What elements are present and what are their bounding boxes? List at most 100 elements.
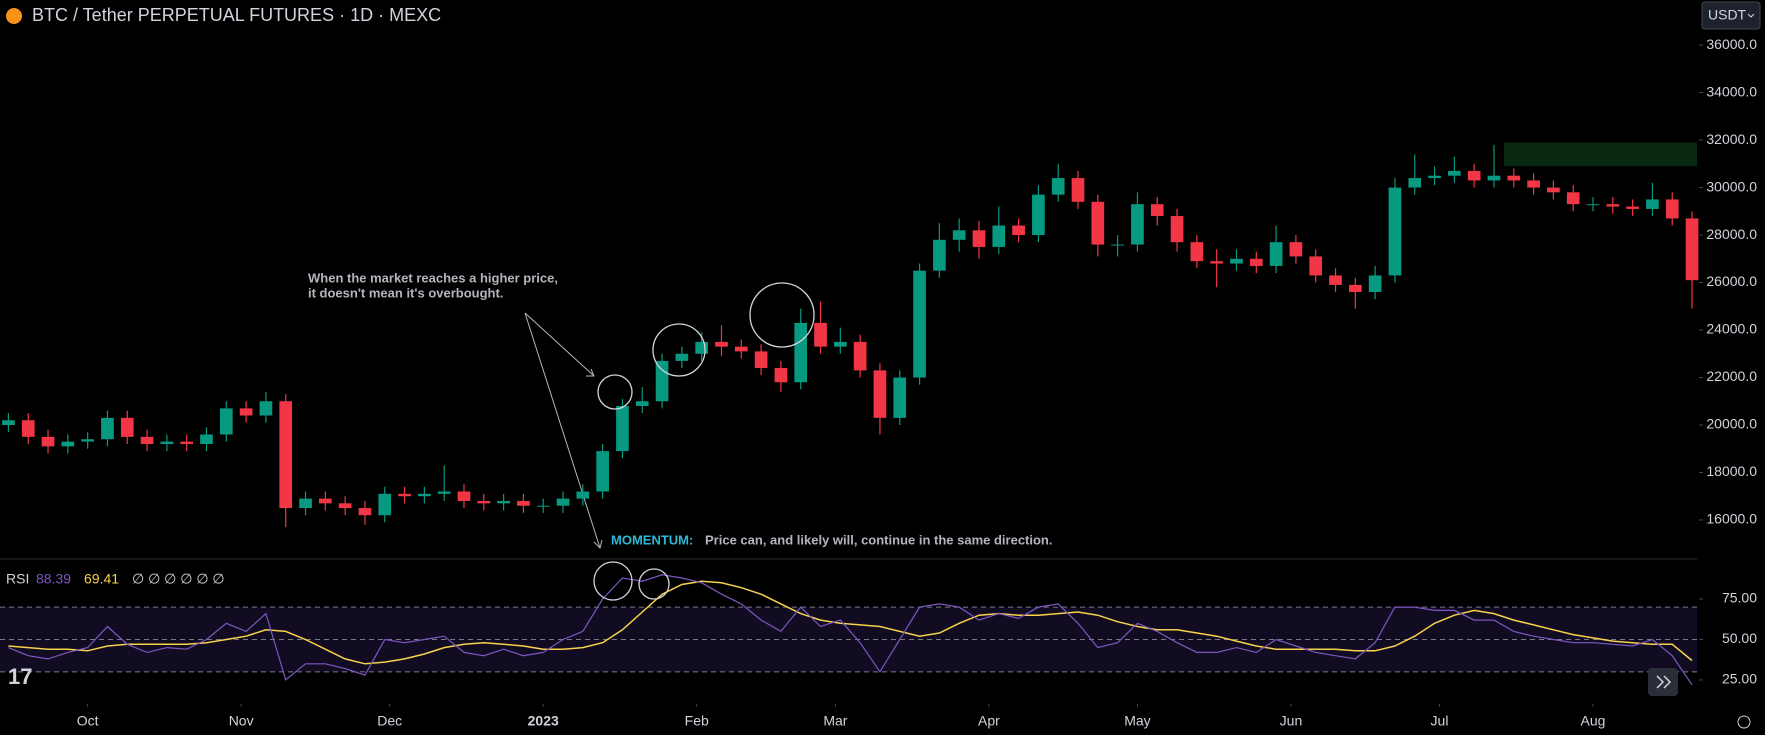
x-tick-label: Nov (229, 713, 254, 729)
candle-body (833, 341, 847, 347)
candle-body (1685, 218, 1699, 281)
candle-body (61, 441, 75, 447)
candle-body (398, 493, 411, 497)
candle-body (1368, 275, 1382, 293)
candle-body (1586, 204, 1600, 206)
candle-body (536, 505, 550, 507)
x-tick-label: Apr (978, 713, 1000, 729)
candle-body (556, 498, 570, 506)
scroll-icon[interactable] (1656, 675, 1672, 689)
x-tick-label: Feb (685, 713, 709, 729)
circle (597, 374, 633, 410)
candle-body (952, 230, 966, 240)
settings-icon[interactable] (1737, 715, 1751, 729)
highlight-circles (593, 282, 815, 601)
candle-body (437, 491, 451, 494)
x-tick-label: Mar (823, 713, 847, 729)
candle-body (655, 360, 669, 402)
candle-body (1249, 258, 1263, 266)
candle-body (318, 498, 332, 504)
x-tick-label: Jun (1280, 713, 1303, 729)
candle-body (1348, 284, 1362, 293)
circle (638, 568, 670, 600)
candle-body (576, 491, 590, 499)
indicator-inputs: ∅ ∅ ∅ ∅ ∅ ∅ (132, 571, 225, 587)
candle-body (992, 225, 1006, 247)
candle-body (378, 493, 392, 516)
candle-body (2, 420, 15, 425)
candle-body (695, 341, 709, 354)
annotation-label: MOMENTUM: (611, 532, 693, 547)
x-tick-label: Aug (1581, 713, 1606, 729)
circle (593, 561, 633, 601)
candle-body (754, 351, 768, 369)
candle-body (219, 408, 233, 435)
y-tick-label: 75.00 (1722, 590, 1757, 606)
annotation: Price can, and likely will, continue in … (705, 532, 1053, 547)
candle-body (1289, 242, 1303, 257)
candle-body (1547, 187, 1560, 193)
candle-body (1210, 261, 1224, 264)
candle-body (1646, 199, 1659, 209)
candle-body (734, 346, 748, 352)
zone (1503, 142, 1697, 167)
candle-body (1428, 175, 1441, 179)
candle-body (1566, 192, 1580, 205)
candle-body (1170, 216, 1184, 243)
annotation: it doesn't mean it's overbought. (308, 285, 503, 300)
x-tick-label: Oct (77, 713, 99, 729)
candle-body (418, 493, 431, 497)
candle-body (913, 270, 926, 378)
btc-icon (6, 8, 22, 24)
x-tick-label: Jul (1431, 713, 1449, 729)
candle-body (1329, 275, 1342, 285)
indicator-title: RSI (6, 571, 29, 587)
candle-body (675, 353, 689, 361)
y-tick-label: 36000.0 (1706, 36, 1757, 52)
chart-title: BTC / Tether PERPETUAL FUTURES · 1D · ME… (32, 5, 441, 25)
indicator-value: 88.39 (36, 571, 71, 587)
y-tick-label: 26000.0 (1706, 273, 1757, 289)
dropdown-icon[interactable] (1747, 13, 1755, 18)
candle-body (1150, 204, 1164, 217)
candle-body (853, 341, 867, 371)
candle-body (299, 498, 312, 509)
candle-body (1507, 175, 1521, 181)
candle-body (933, 239, 946, 271)
circle (749, 282, 815, 348)
candle-body (259, 401, 273, 416)
candle-body (616, 405, 629, 452)
x-tick-label: Dec (377, 713, 402, 729)
y-tick-label: 22000.0 (1706, 368, 1757, 384)
currency-label[interactable]: USDT (1708, 7, 1747, 23)
candle-body (1665, 199, 1679, 219)
candle-body (1012, 225, 1025, 236)
candle-body (596, 451, 609, 492)
y-tick-label: 34000.0 (1706, 83, 1757, 99)
y-tick-label: 24000.0 (1706, 321, 1757, 337)
arrows (524, 312, 603, 549)
candle-body (1487, 175, 1501, 181)
arrow (524, 312, 595, 377)
y-tick-label: 20000.0 (1706, 416, 1757, 432)
y-tick-label: 25.00 (1722, 671, 1757, 687)
candle-body (517, 500, 530, 506)
candle-body (41, 436, 55, 447)
currency-button[interactable] (1701, 1, 1761, 30)
candle-body (279, 401, 293, 509)
candle-body (477, 500, 491, 504)
y-tick-label: 18000.0 (1706, 463, 1757, 479)
candle-body (1269, 242, 1283, 266)
candle-body (1408, 178, 1422, 188)
candle-body (1091, 201, 1105, 245)
candle-body (635, 401, 649, 406)
candle-body (1448, 170, 1461, 176)
candle-body (180, 441, 194, 444)
arrow (524, 312, 603, 549)
candle-body (1309, 256, 1323, 276)
candle-body (873, 370, 887, 418)
candle-body (1131, 204, 1144, 245)
candle-body (715, 341, 728, 347)
candle-body (1111, 244, 1124, 246)
